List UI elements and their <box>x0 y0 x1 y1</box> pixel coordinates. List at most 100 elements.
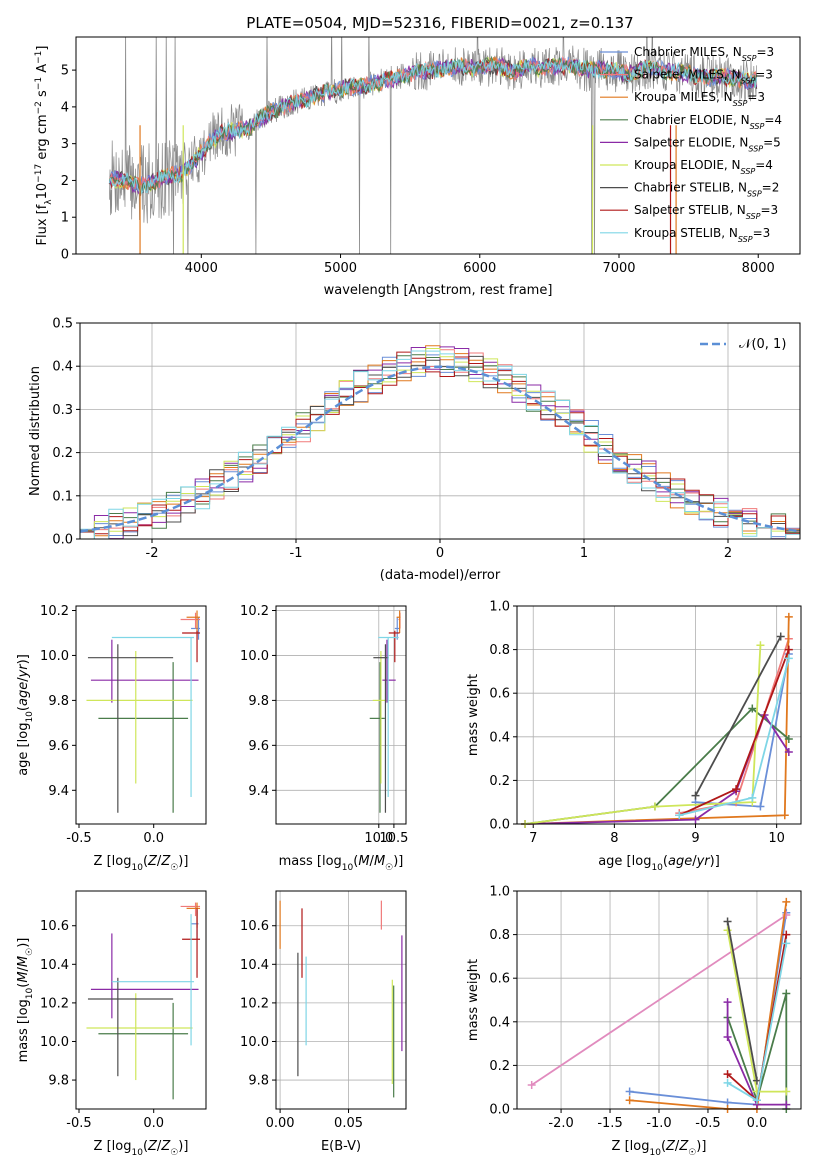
weight-series <box>691 632 785 800</box>
age-vs-mass-axes: 10.010.59.49.69.810.010.2 <box>240 604 408 846</box>
weight-marker <box>691 791 700 800</box>
errorbar-point <box>87 644 174 813</box>
histogram-series <box>80 350 800 540</box>
mass-vs-z-y-axis-label: mass [log10(M/M☉)] <box>16 938 35 1063</box>
x-tick-label: 0.0 <box>143 1116 164 1131</box>
normal-curve <box>79 365 801 533</box>
weight-marker <box>748 704 757 713</box>
y-tick-label: 0.0 <box>489 818 510 833</box>
x-tick-label: 7 <box>529 831 537 846</box>
x-tick-label: 10.5 <box>379 831 408 846</box>
y-tick-label: 9.4 <box>48 784 69 799</box>
age-vs-mass-x-axis-label: mass [log10(M/M☉)] <box>279 854 404 873</box>
errorbar-point <box>396 610 401 633</box>
y-tick-label: 0.4 <box>52 360 73 375</box>
mass-vs-z-frame <box>75 890 207 1110</box>
weight-vs-age-frame <box>516 605 802 825</box>
weight-line <box>531 914 787 1086</box>
y-tick-label: 10.4 <box>240 958 269 973</box>
y-tick-label: 9.8 <box>48 694 69 709</box>
weight-vs-age-y-axis-label: mass weight <box>466 674 481 756</box>
weight-marker <box>756 641 765 650</box>
weight-marker <box>723 1078 732 1087</box>
weight-series <box>723 917 761 1085</box>
x-tick-label: 1 <box>580 546 588 561</box>
figure-title: PLATE=0504, MJD=52316, FIBERID=0021, z=0… <box>246 14 633 32</box>
x-tick-label: 0.05 <box>334 1116 363 1131</box>
y-tick-label: 10.0 <box>40 649 69 664</box>
legend-entry-label: 𝒩(0, 1) <box>739 337 786 352</box>
legend-entry-label: Salpeter MILES, NSSP=3 <box>634 68 773 86</box>
y-tick-label: 0.5 <box>52 317 73 332</box>
y-tick-label: 10.2 <box>240 604 269 619</box>
x-tick-label: -2.0 <box>548 1116 573 1131</box>
y-tick-label: 1.0 <box>489 600 510 615</box>
x-tick-label: 8000 <box>742 261 775 276</box>
y-tick-label: 10.4 <box>40 958 69 973</box>
y-tick-label: 10.2 <box>40 604 69 619</box>
x-tick-label: -1.0 <box>646 1116 671 1131</box>
weight-marker <box>780 811 789 820</box>
weight-marker <box>782 1087 791 1096</box>
age-vs-z-y-axis-label: age [log10(age/yr)] <box>16 654 35 776</box>
weight-series <box>723 926 791 1096</box>
y-tick-label: 0.8 <box>489 928 510 943</box>
weight-marker <box>732 785 741 794</box>
residuals-y-axis-label: Normed distribution <box>28 366 43 496</box>
legend-entry-label: Salpeter STELIB, NSSP=3 <box>634 203 778 221</box>
weight-marker <box>625 1096 634 1105</box>
weight-marker <box>723 1070 732 1079</box>
x-tick-label: 7000 <box>602 261 635 276</box>
x-tick-label: -0.5 <box>695 1116 720 1131</box>
errorbar-point <box>382 639 396 703</box>
y-tick-label: 9.6 <box>48 739 69 754</box>
y-tick-label: 9.8 <box>48 1074 69 1089</box>
x-tick-label: 6000 <box>463 261 496 276</box>
weight-marker <box>723 926 732 935</box>
weight-line <box>726 921 758 1081</box>
x-tick-label: -0.5 <box>66 831 91 846</box>
y-tick-label: 10.2 <box>240 996 269 1011</box>
weight-marker <box>723 1033 732 1042</box>
y-tick-label: 10.6 <box>240 919 269 934</box>
errorbar-point <box>394 617 400 640</box>
y-tick-label: 0.4 <box>489 730 510 745</box>
weight-marker <box>782 989 791 998</box>
x-tick-label: 0 <box>436 546 444 561</box>
errorbar-point <box>90 933 199 1019</box>
x-tick-label: -1 <box>290 546 303 561</box>
weight-marker <box>782 897 791 906</box>
y-tick-label: 0.2 <box>489 774 510 789</box>
x-tick-label: 0.0 <box>143 831 164 846</box>
observed-spectrum-line <box>109 37 757 254</box>
errorbar-point <box>186 610 201 633</box>
y-tick-label: 9.6 <box>248 739 269 754</box>
weight-line <box>694 636 782 797</box>
y-tick-label: 1 <box>61 211 69 226</box>
weight-vs-age-x-axis-label: age [log10(age/yr)] <box>598 854 720 873</box>
x-tick-label: 10 <box>768 831 785 846</box>
weight-marker <box>691 815 700 824</box>
y-tick-label: 10.0 <box>40 1035 69 1050</box>
age-vs-z-frame <box>75 605 207 825</box>
y-tick-label: 0.1 <box>52 489 73 504</box>
legend-entry-label: Chabrier MILES, NSSP=3 <box>634 45 774 63</box>
spectrum-plot-area <box>108 37 758 254</box>
y-tick-label: 10.2 <box>40 996 69 1011</box>
y-tick-label: 5 <box>61 64 69 79</box>
weight-marker <box>752 1087 761 1096</box>
weight-series <box>723 939 791 1105</box>
errorbar-point <box>87 977 174 1077</box>
x-tick-label: -2 <box>146 546 159 561</box>
weight-series <box>527 910 791 1090</box>
y-tick-label: 9.8 <box>248 1074 269 1089</box>
weight-marker <box>650 802 659 811</box>
y-tick-label: 10.0 <box>240 649 269 664</box>
y-tick-label: 10.6 <box>40 919 69 934</box>
errorbar-point <box>372 650 387 784</box>
weight-marker <box>675 811 684 820</box>
legend-entry-label: Chabrier STELIB, NSSP=2 <box>634 181 779 199</box>
x-tick-label: -0.5 <box>66 1116 91 1131</box>
weight-marker <box>756 802 765 811</box>
